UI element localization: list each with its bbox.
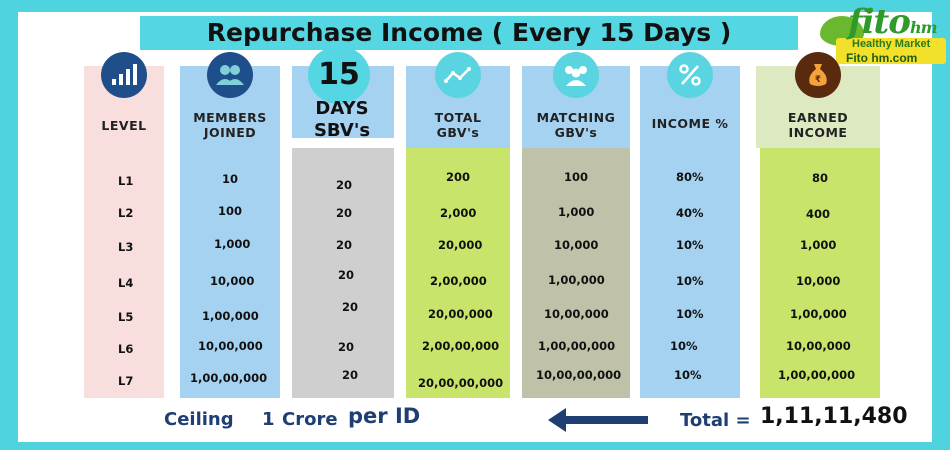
income-column — [640, 148, 740, 398]
crore-label: Crore — [282, 409, 338, 430]
group-icon — [553, 52, 599, 98]
days-label: DAYS SBV's — [313, 98, 371, 141]
earned-cell: 10,000 — [796, 274, 841, 288]
members-cell: 1,00,000 — [202, 309, 259, 323]
income-cell: 80% — [676, 170, 704, 184]
ceiling-label: Ceiling — [164, 409, 234, 430]
matching-column-header: MATCHING GBV's — [522, 52, 630, 148]
income-label: INCOME % — [651, 116, 729, 131]
sbv-cell: 20 — [338, 268, 355, 282]
total-cell: 200 — [446, 170, 471, 184]
members-column-header: MEMBERS JOINED — [180, 52, 280, 148]
per-id-label: per ID — [348, 404, 421, 428]
income-cell: 10% — [670, 339, 698, 353]
members-label: MEMBERS JOINED — [193, 110, 267, 140]
level-cell: L2 — [118, 206, 134, 220]
level-cell: L4 — [118, 276, 134, 290]
total-cell: 2,00,000 — [430, 274, 487, 288]
total-label: TOTAL GBV's — [434, 110, 482, 140]
matching-cell: 10,00,00,000 — [536, 368, 622, 382]
total-column — [406, 148, 510, 398]
logo-site: Fito hm.com — [846, 51, 918, 65]
sbv-cell: 20 — [342, 300, 359, 314]
members-cell: 10 — [222, 172, 239, 186]
members-cell: 10,00,000 — [198, 339, 263, 353]
sbv-cell: 20 — [338, 340, 355, 354]
trend-line-icon — [435, 52, 481, 98]
matching-cell: 1,00,00,000 — [538, 339, 616, 353]
total-cell: 2,000 — [440, 206, 477, 220]
level-cell: L6 — [118, 342, 134, 356]
total-cell: 20,00,00,000 — [418, 376, 504, 390]
earned-cell: 80 — [812, 171, 829, 185]
level-cell: L7 — [118, 374, 134, 388]
income-cell: 10% — [676, 274, 704, 288]
members-cell: 1,00,00,000 — [190, 371, 268, 385]
level-cell: L5 — [118, 310, 134, 324]
earned-cell: 1,000 — [800, 238, 837, 252]
level-column-header: LEVEL — [84, 52, 164, 148]
members-column — [180, 148, 280, 398]
matching-column — [522, 148, 630, 398]
logo-brand: fitohm — [848, 2, 937, 42]
page-title: Repurchase Income ( Every 15 Days ) — [140, 16, 798, 50]
sbv-column — [292, 148, 394, 398]
total-cell: 20,000 — [438, 238, 483, 252]
logo-tagline: Healthy Market — [852, 38, 931, 50]
earned-column-header: ₹ EARNED INCOME — [756, 52, 880, 148]
money-bag-icon: ₹ — [795, 52, 841, 98]
total-cell: 20,00,000 — [428, 307, 493, 321]
earned-label: EARNED INCOME — [787, 110, 849, 140]
income-cell: 10% — [676, 238, 704, 252]
matching-label: MATCHING GBV's — [536, 110, 616, 140]
members-cell: 100 — [218, 204, 243, 218]
total-value: 1,11,11,480 — [760, 404, 908, 429]
income-cell: 10% — [676, 307, 704, 321]
left-arrow-icon — [548, 408, 648, 432]
matching-cell: 10,00,000 — [544, 307, 609, 321]
matching-cell: 100 — [564, 170, 589, 184]
level-column — [84, 148, 164, 398]
total-cell: 2,00,00,000 — [422, 339, 500, 353]
matching-cell: 1,00,000 — [548, 273, 605, 287]
total-label: Total = — [680, 410, 751, 431]
crore-number: 1 — [262, 409, 275, 430]
sbv-cell: 20 — [336, 238, 353, 252]
percent-icon — [667, 52, 713, 98]
level-cell: L1 — [118, 174, 134, 188]
members-icon — [207, 52, 253, 98]
sbv-cell: 20 — [336, 206, 353, 220]
total-column-header: TOTAL GBV's — [406, 52, 510, 148]
sbv-cell: 20 — [336, 178, 353, 192]
matching-cell: 1,000 — [558, 205, 595, 219]
logo-strip — [836, 38, 946, 64]
level-label: LEVEL — [101, 118, 147, 133]
earned-cell: 1,00,00,000 — [778, 368, 856, 382]
income-column-header: INCOME % — [640, 52, 740, 148]
members-cell: 1,000 — [214, 237, 251, 251]
earned-cell: 10,00,000 — [786, 339, 851, 353]
svg-text:₹: ₹ — [815, 75, 821, 85]
income-cell: 10% — [674, 368, 702, 382]
level-cell: L3 — [118, 240, 134, 254]
members-cell: 10,000 — [210, 274, 255, 288]
earned-column — [760, 148, 880, 398]
days-number: 15 — [308, 46, 370, 104]
earned-cell: 400 — [806, 207, 831, 221]
sbv-cell: 20 — [342, 368, 359, 382]
bar-chart-icon — [101, 52, 147, 98]
matching-cell: 10,000 — [554, 238, 599, 252]
earned-cell: 1,00,000 — [790, 307, 847, 321]
brand-logo: fitohm Healthy Market Fito hm.com — [812, 2, 946, 68]
income-cell: 40% — [676, 206, 704, 220]
